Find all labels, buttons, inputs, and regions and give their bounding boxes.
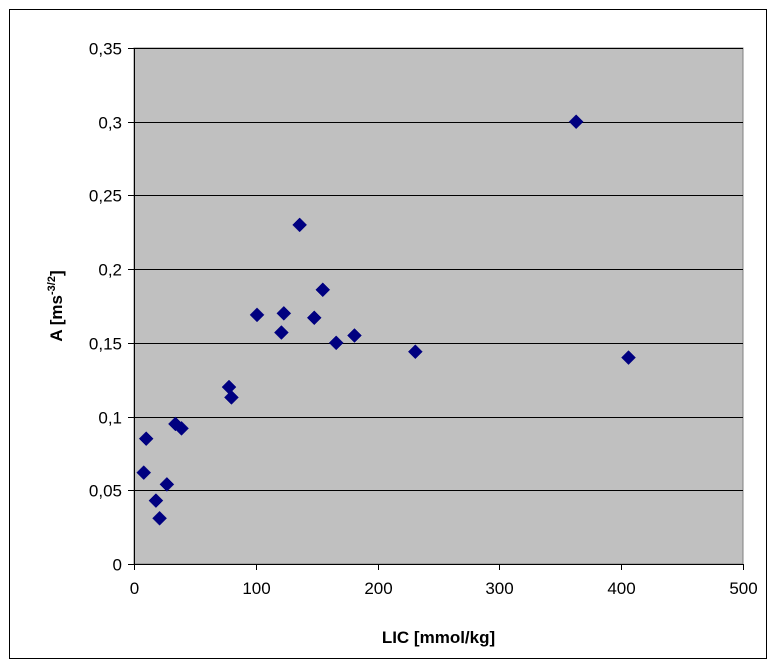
x-axis-ticks: 0 100 200 300 400 500	[130, 564, 758, 598]
plot-area	[133, 47, 744, 565]
data-point	[292, 217, 308, 233]
data-point	[568, 114, 584, 130]
data-point	[347, 328, 362, 343]
y-axis-title: A [ms-3/2]	[46, 270, 66, 341]
data-point	[276, 306, 292, 321]
data-point	[174, 421, 189, 436]
data-point	[138, 431, 154, 447]
data-point	[274, 325, 289, 340]
gridlines	[134, 48, 743, 565]
y-tick-label: 0,35	[89, 40, 122, 59]
x-tick-label: 100	[242, 579, 270, 598]
y-tick-label: 0,1	[98, 409, 122, 428]
x-tick-label: 200	[364, 579, 392, 598]
data-point	[328, 335, 344, 351]
data-point	[224, 390, 239, 405]
data-point	[152, 510, 167, 526]
x-tick-label: 300	[485, 579, 513, 598]
data-point	[408, 344, 423, 360]
x-axis-title: LIC [mmol/kg]	[382, 628, 495, 647]
data-point	[249, 307, 265, 323]
y-axis-title-end: ]	[47, 270, 66, 276]
plot-area-group	[133, 47, 744, 565]
y-tick-label: 0,25	[89, 187, 122, 206]
x-tick-label: 500	[729, 579, 757, 598]
data-point	[159, 477, 175, 492]
y-tick-label: 0,15	[89, 335, 122, 354]
data-point	[148, 493, 164, 508]
y-axis-title-base: A [ms	[47, 295, 66, 342]
x-tick-label: 400	[607, 579, 635, 598]
y-tick-label: 0,3	[98, 114, 122, 133]
data-point	[315, 282, 331, 298]
data-point	[621, 350, 636, 365]
y-tick-label: 0,2	[98, 261, 122, 280]
y-axis-title-superscript: -3/2	[46, 276, 58, 295]
y-axis-ticks: 0 0,05 0,1 0,15 0,2 0,25 0,3 0,35	[89, 40, 134, 575]
data-point	[136, 465, 152, 480]
data-point	[306, 310, 322, 326]
x-tick-label: 0	[130, 579, 139, 598]
data-points	[136, 114, 636, 526]
y-tick-label: 0,05	[89, 482, 122, 501]
y-tick-label: 0	[113, 556, 122, 575]
